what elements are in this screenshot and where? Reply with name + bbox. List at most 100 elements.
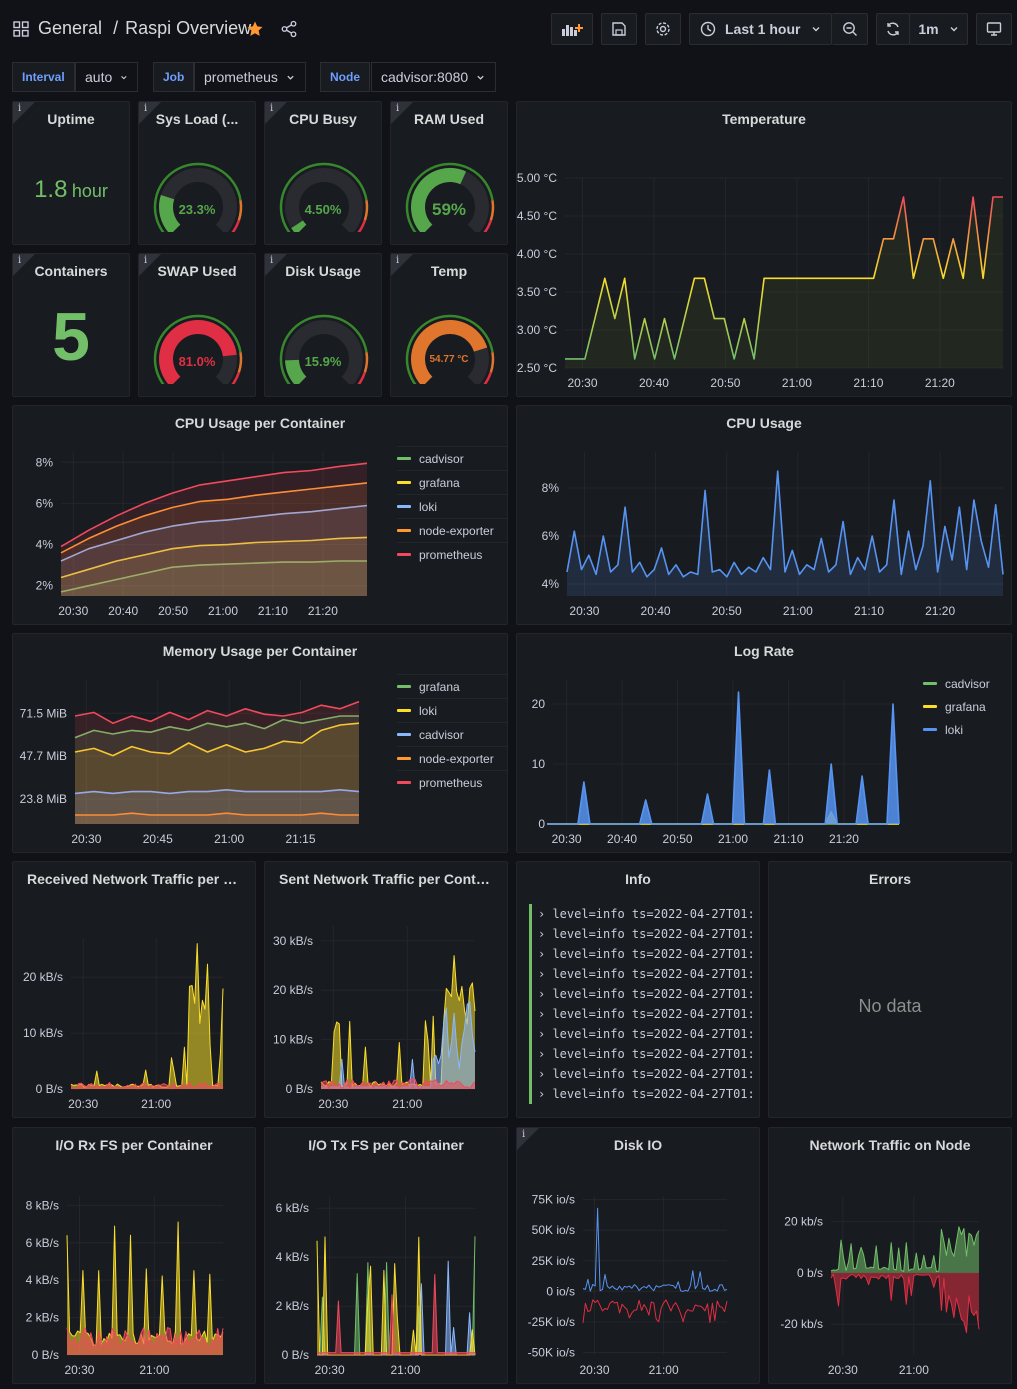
y-tick-label: 10 kB/s [273,1033,313,1047]
panel-title[interactable]: Disk Usage [285,263,361,279]
legend-item-grafana[interactable]: grafana [397,674,507,698]
log-line[interactable]: › level=info ts=2022-04-27T01: [529,984,755,1004]
cpu-per-container-panel[interactable]: CPU Usage per Container 8% 6% 4% 2% 20:30 20:… [12,405,508,625]
series-area [61,505,367,596]
y-tick-label: 55.00 °C [517,171,557,185]
info-icon: i [18,255,22,266]
panel-info-corner[interactable] [517,1128,539,1150]
panel-info-corner[interactable] [391,102,413,124]
breadcrumb-folder[interactable]: General [38,18,103,38]
legend-item-cadvisor[interactable]: cadvisor [923,672,1011,695]
log-line[interactable]: › level=info ts=2022-04-27T01: [529,1064,755,1084]
legend-item-cadvisor[interactable]: cadvisor [397,722,507,746]
ramused-panel[interactable]: i RAM Used 59% [390,101,508,245]
disk-io-panel[interactable]: i Disk IO 75K io/s 50K io/s 25K io/s 0 io/s… [516,1127,760,1384]
refresh-button[interactable] [876,13,910,45]
legend-item-grafana[interactable]: grafana [923,695,1011,718]
legend-item-loki[interactable]: loki [397,698,507,722]
breadcrumb: General / Raspi Overview [38,18,251,39]
tv-mode-button[interactable] [976,13,1012,45]
cpu-usage-panel[interactable]: CPU Usage 8% 6% 4% 20:30 20:40 20:50 21:00 21:1… [516,405,1012,625]
log-line[interactable]: › level=info ts=2022-04-27T01: [529,1024,755,1044]
log-line[interactable]: › level=info ts=2022-04-27T01: [529,944,755,964]
share-icon[interactable] [280,20,298,38]
rx-net-panel[interactable]: Received Network Traffic per C... 20 kB/… [12,861,256,1118]
panel-info-corner[interactable] [13,254,35,276]
panel-info-corner[interactable] [265,102,287,124]
temperature-panel[interactable]: Temperature 55.00 °C54.50 °C54.00 °C53.5… [516,101,1012,397]
dashboards-grid-icon[interactable] [13,21,29,37]
panel-info-corner[interactable] [13,102,35,124]
legend-item-cadvisor[interactable]: cadvisor [397,446,507,470]
diskusage-panel[interactable]: i Disk Usage 15.9% [264,253,382,397]
info-logs-panel[interactable]: Info › level=info ts=2022-04-27T01: › lev… [516,861,760,1118]
panel-title[interactable]: Containers [34,263,108,279]
io-rx-panel[interactable]: I/O Rx FS per Container 8 kB/s 6 kB/s 4 kB… [12,1127,256,1384]
tx-net-panel[interactable]: Sent Network Traffic per Conta... 30 kB/… [264,861,508,1118]
add-panel-button[interactable] [551,13,593,45]
x-tick-label: 20:50 [710,376,740,390]
panel-title[interactable]: Info [625,871,651,887]
panel-info-corner[interactable] [391,254,413,276]
legend-item-node-exporter[interactable]: node-exporter [397,518,507,542]
legend-label: prometheus [419,775,483,790]
temp-panel[interactable]: i Temp 54.77 °C [390,253,508,397]
panel-title[interactable]: SWAP Used [157,263,237,279]
uptime-panel[interactable]: i Uptime 1.8 hour [12,101,130,245]
x-tick-label: 21:00 [214,832,244,846]
gauge-threshold-crit [483,371,493,384]
y-tick-label: 2 kB/s [26,1311,59,1325]
panel-title[interactable]: Temp [430,263,468,279]
panel-info-corner[interactable] [139,102,161,124]
log-line[interactable]: › level=info ts=2022-04-27T01: [529,1044,755,1064]
cpubusy-panel[interactable]: i CPU Busy 4.50% [264,101,382,245]
panel-info-corner[interactable] [139,254,161,276]
x-tick-label: 21:00 [899,1363,929,1377]
panel-title[interactable]: CPU Busy [289,111,357,127]
info-icon: i [18,103,22,114]
log-line[interactable]: › level=info ts=2022-04-27T01: [529,1084,755,1104]
panel-title[interactable]: RAM Used [413,111,484,127]
settings-button[interactable] [645,13,681,45]
time-range-picker[interactable]: Last 1 hour [689,13,832,45]
panel-title[interactable]: Uptime [47,111,95,127]
mem-per-container-panel[interactable]: Memory Usage per Container 71.5 MiB 47.7 … [12,633,508,853]
errors-panel[interactable]: Errors No data [768,861,1012,1118]
panel-title[interactable]: Sys Load (... [155,111,239,127]
legend-item-prometheus[interactable]: prometheus [397,542,507,566]
panel-title[interactable]: Errors [868,871,912,887]
y-tick-label: 20 [532,697,546,711]
legend-item-grafana[interactable]: grafana [397,470,507,494]
gauge-threshold-ok [279,314,368,384]
legend-item-node-exporter[interactable]: node-exporter [397,746,507,770]
panel-info-corner[interactable] [265,254,287,276]
legend-item-prometheus[interactable]: prometheus [397,770,507,794]
variable-value: auto [85,69,113,85]
series-line [547,811,899,825]
zoom-out-button[interactable] [832,13,868,45]
log-text: level=info ts=2022-04-27T01: [552,1067,755,1081]
variable-select-job[interactable]: prometheus [194,62,306,92]
variable-select-node[interactable]: cadvisor:8080 [371,62,496,92]
log-line[interactable]: › level=info ts=2022-04-27T01: [529,924,755,944]
swapused-panel[interactable]: i SWAP Used 81.0% [138,253,256,397]
legend-swatch [397,505,411,508]
sysload-panel[interactable]: i Sys Load (... 23.3% [138,101,256,245]
io-rx-chart: 8 kB/s 6 kB/s 4 kB/s 2 kB/s 0 B/s 20:30 21:00 [26,1196,224,1377]
star-icon[interactable] [246,20,264,38]
log-line[interactable]: › level=info ts=2022-04-27T01: [529,1004,755,1024]
log-line[interactable]: › level=info ts=2022-04-27T01: [529,904,755,924]
legend-item-loki[interactable]: loki [397,494,507,518]
x-tick-label: 21:10 [854,604,884,618]
log-line[interactable]: › level=info ts=2022-04-27T01: [529,964,755,984]
refresh-interval-picker[interactable]: 1m [909,13,968,45]
containers-panel[interactable]: i Containers 5 [12,253,130,397]
variable-select-interval[interactable]: auto [75,62,138,92]
save-dashboard-button[interactable] [601,13,637,45]
dashboard-title[interactable]: Raspi Overview [125,18,252,38]
series-area [547,692,899,824]
net-node-panel[interactable]: Network Traffic on Node 20 kb/s 0 b/s -20 … [768,1127,1012,1384]
io-tx-panel[interactable]: I/O Tx FS per Container 6 kB/s 4 kB/s 2 kB… [264,1127,508,1384]
log-rate-panel[interactable]: Log Rate 20 10 0 20:30 20:40 20:50 21:00 21:10 2… [516,633,1012,853]
legend-item-loki[interactable]: loki [923,718,1011,741]
